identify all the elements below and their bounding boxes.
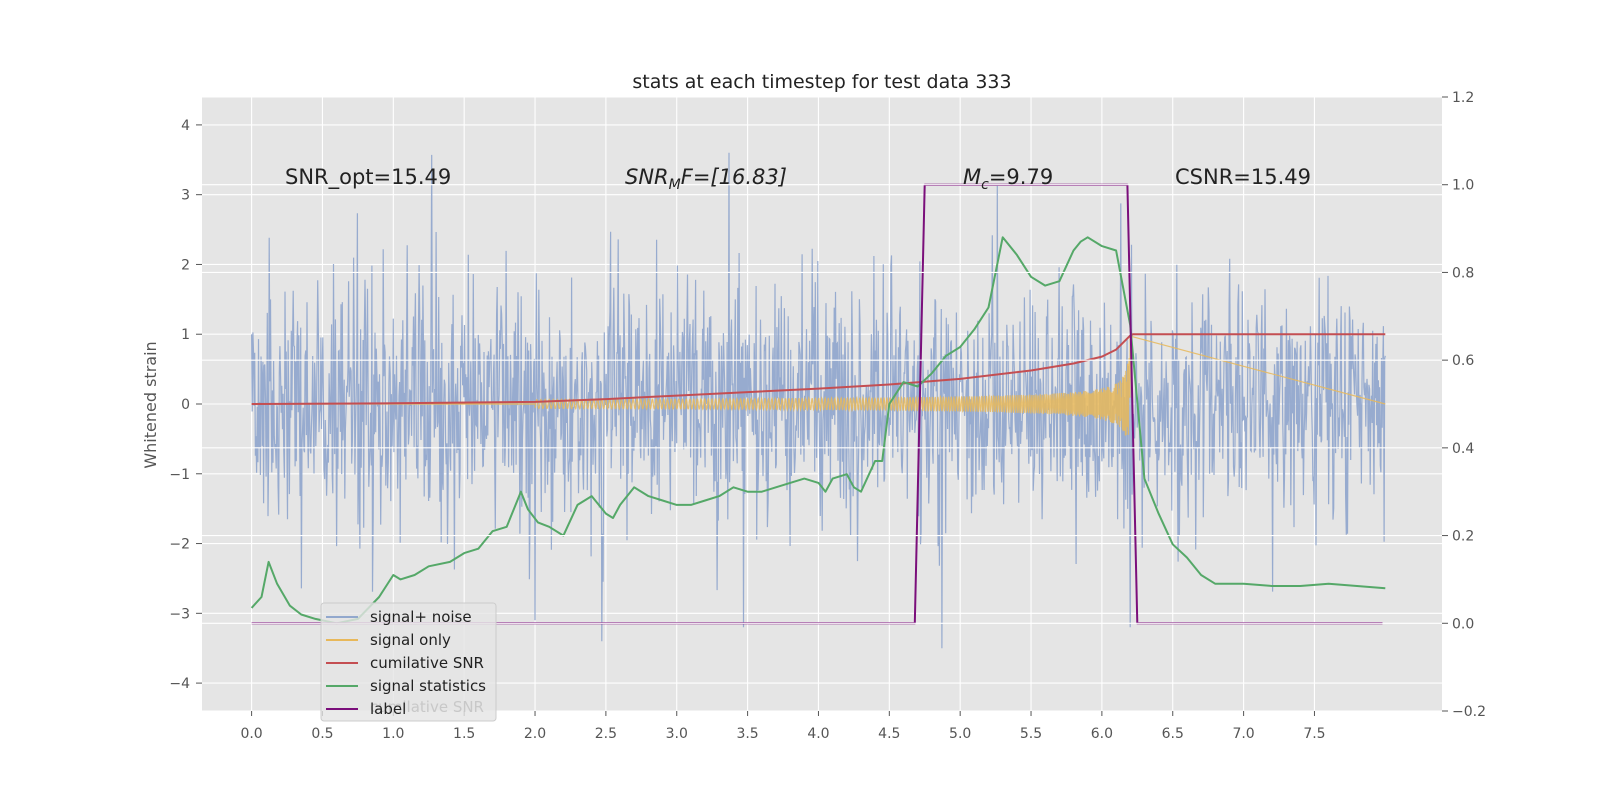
chart-title: stats at each timestep for test data 333 xyxy=(632,71,1011,93)
y-tick-label: 4 xyxy=(181,118,190,134)
y-tick-label: 3 xyxy=(181,188,190,204)
annotation-csnr: CSNR=15.49 xyxy=(1175,165,1311,189)
series-cumilative-snr xyxy=(251,333,1386,405)
legend-label: label xyxy=(370,700,406,718)
annotation-mc-prefix: M xyxy=(963,165,981,189)
x-tick-label: 5.0 xyxy=(949,726,971,742)
x-tick-label: 1.0 xyxy=(382,726,404,742)
x-tick-label: 7.5 xyxy=(1303,726,1325,742)
y2-tick-label: 0.4 xyxy=(1452,441,1474,457)
x-tick-label: 2.0 xyxy=(524,726,546,742)
y2-tick-label: 0.6 xyxy=(1452,353,1474,369)
series-signal-only xyxy=(534,335,1386,436)
y-axis-ticks: −4 −3 −2 −1 0 1 2 3 4 xyxy=(169,118,202,692)
annotation-mc-value: =9.79 xyxy=(989,165,1053,189)
series-signal-statistics xyxy=(250,236,1386,625)
y-tick-label: 0 xyxy=(181,397,190,413)
legend-hidden-entry: cumilative SNR xyxy=(370,698,484,716)
legend: cumilative SNR signal+ noise signal only c… xyxy=(320,602,497,722)
annotation-snr-opt: SNR_opt=15.49 xyxy=(285,165,451,190)
x-tick-label: 4.5 xyxy=(878,726,900,742)
y-tick-label: −2 xyxy=(169,537,190,553)
annotation-mc: Mc=9.79 xyxy=(963,165,1053,193)
legend-frame xyxy=(320,602,497,722)
y-tick-label: −1 xyxy=(169,467,190,483)
y-tick-label: 1 xyxy=(181,327,190,343)
y-tick-label: −4 xyxy=(169,676,190,692)
y-axis-label: Whitened strain xyxy=(141,341,160,468)
x-tick-label: 6.0 xyxy=(1091,726,1113,742)
y-tick-label: 2 xyxy=(181,257,190,273)
x-tick-label: 0.0 xyxy=(240,726,262,742)
y2-tick-label: 0.2 xyxy=(1452,529,1474,545)
y2-gridlines xyxy=(202,96,1442,712)
legend-label: signal statistics xyxy=(370,677,486,695)
annotation-snr-mf-prefix: SNR xyxy=(625,165,669,189)
x-tick-label: 1.5 xyxy=(453,726,475,742)
x-tick-label: 3.5 xyxy=(736,726,758,742)
x-axis-ticks: 0.0 0.5 1.0 1.5 2.0 2.5 3.0 3.5 4.0 4.5 5.0 5.5 6.0 6… xyxy=(240,711,1326,742)
x-tick-label: 6.5 xyxy=(1162,726,1184,742)
x-tick-label: 5.5 xyxy=(1020,726,1042,742)
x-tick-label: 7.0 xyxy=(1232,726,1254,742)
series-signal-plus-noise xyxy=(251,152,1386,649)
x-tick-label: 2.5 xyxy=(595,726,617,742)
x-tick-label: 4.0 xyxy=(807,726,829,742)
annotation-snr-mf: SNRMF=[16.83] xyxy=(625,165,787,193)
legend-label: cumilative SNR xyxy=(370,654,484,672)
legend-label: signal+ noise xyxy=(370,608,472,626)
y2-tick-label: −0.2 xyxy=(1452,704,1486,720)
y2-axis-ticks: −0.2 0.0 0.2 0.4 0.6 0.8 1.0 1.2 xyxy=(1442,90,1486,720)
y-tick-label: −3 xyxy=(169,606,190,622)
y2-tick-label: 0.8 xyxy=(1452,265,1474,281)
legend-items: signal+ noise signal only cumilative SNR si… xyxy=(326,608,486,718)
x-tick-label: 3.0 xyxy=(666,726,688,742)
y2-tick-label: 1.2 xyxy=(1452,90,1474,106)
annotation-snr-mf-f: F=[16.83] xyxy=(681,165,787,189)
x-tick-label: 0.5 xyxy=(311,726,333,742)
y2-tick-label: 0.0 xyxy=(1452,616,1474,632)
annotation-snr-mf-sub: M xyxy=(669,177,681,193)
legend-label: signal only xyxy=(370,631,451,649)
y2-tick-label: 1.0 xyxy=(1452,178,1474,194)
annotation-mc-sub: c xyxy=(981,177,989,193)
